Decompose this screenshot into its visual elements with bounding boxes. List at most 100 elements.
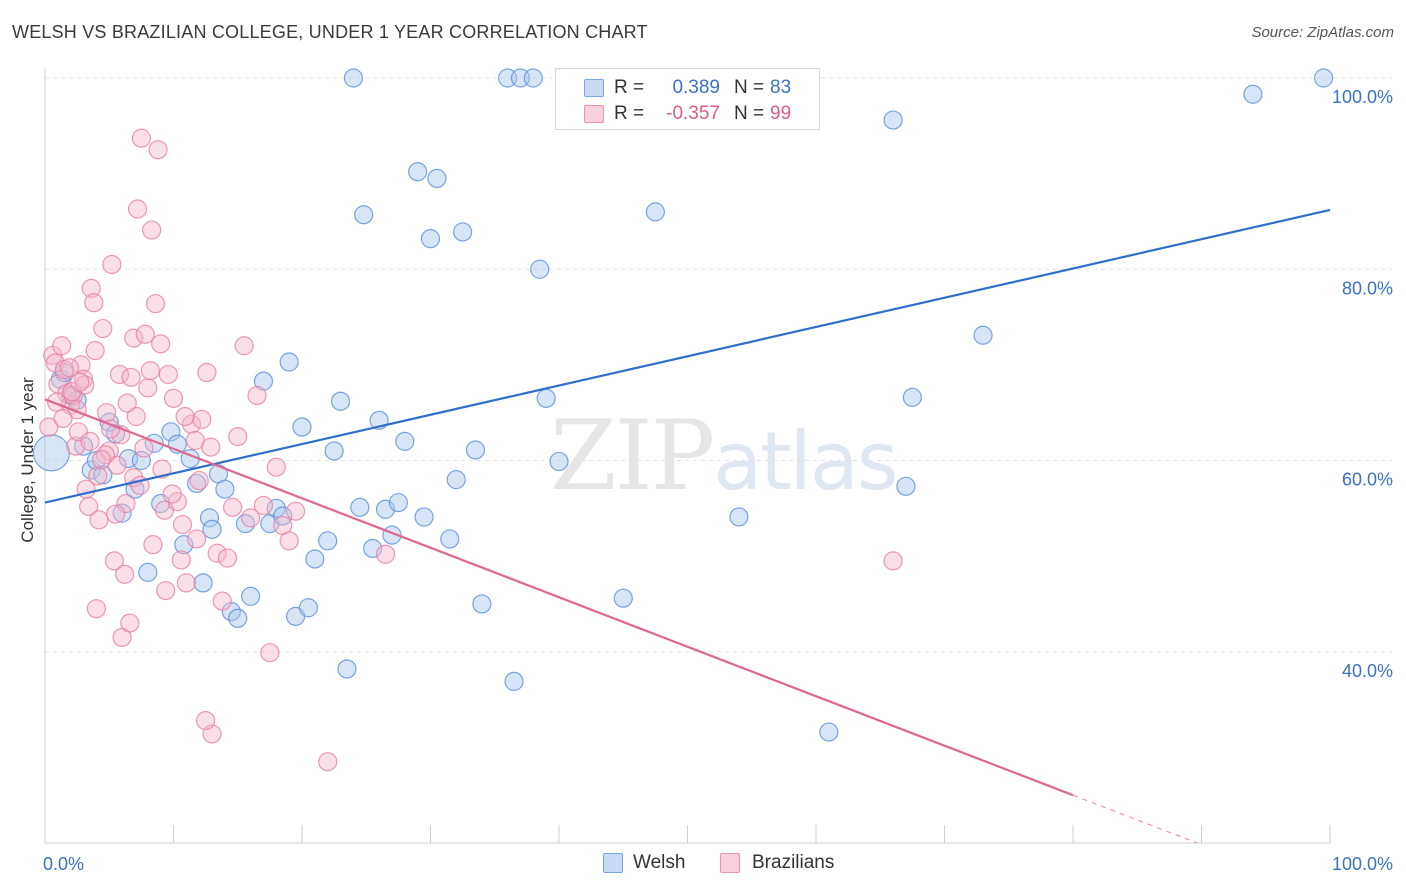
brazilian-trend-extension xyxy=(1072,794,1198,844)
brazilian-point xyxy=(131,128,151,148)
welsh-point xyxy=(465,440,486,460)
brazilian-point xyxy=(158,364,178,385)
welsh-point xyxy=(973,325,993,345)
welsh-point xyxy=(337,659,357,679)
brazilian-point xyxy=(75,375,95,395)
trend-lines xyxy=(44,208,1331,844)
brazilian-point xyxy=(104,551,124,571)
legend-label-welsh: Welsh xyxy=(633,852,686,873)
brazilian-point xyxy=(124,328,144,348)
welsh-point xyxy=(187,473,207,494)
brazilian-point xyxy=(187,529,207,549)
welsh-point xyxy=(305,549,325,569)
welsh-point xyxy=(199,508,220,528)
brazilian-point xyxy=(109,364,130,385)
correlation-legend: R = 0.389 N = 83 R = -0.357 N = 99 xyxy=(555,68,820,130)
brazilian-point xyxy=(234,336,254,356)
brazilian-point xyxy=(39,417,59,437)
brazilian-point xyxy=(91,449,112,470)
brazilian-point xyxy=(93,318,113,339)
brazilian-point xyxy=(260,643,280,663)
welsh-point xyxy=(279,352,299,372)
welsh-point xyxy=(536,388,556,408)
legend-r-label: R = xyxy=(614,77,645,98)
welsh-point xyxy=(330,391,351,411)
brazilian-point xyxy=(375,544,396,564)
welsh-point xyxy=(902,387,922,407)
welsh-point xyxy=(819,722,839,742)
brazilian-point xyxy=(196,710,216,731)
brazilian-point xyxy=(152,459,172,479)
welsh-point xyxy=(1243,84,1263,104)
welsh-point xyxy=(408,162,428,182)
chart-title: WELSH VS BRAZILIAN COLLEGE, UNDER 1 YEAR… xyxy=(12,22,648,42)
welsh-point xyxy=(292,417,312,437)
brazilian-point xyxy=(285,501,306,521)
legend-swatch-brazilians xyxy=(584,105,604,123)
brazilian-point xyxy=(207,543,227,563)
brazilian-point xyxy=(151,334,171,354)
brazilian-point xyxy=(80,431,100,451)
brazilian-point xyxy=(134,438,154,458)
brazilian-point xyxy=(140,361,160,381)
brazilian-point xyxy=(121,367,141,387)
brazilian-point xyxy=(883,551,903,571)
brazilian-point xyxy=(116,493,136,514)
welsh-point xyxy=(253,371,274,391)
y-tick-label: 100.0% xyxy=(1332,87,1393,107)
brazilian-point xyxy=(318,752,338,772)
brazilian-point xyxy=(181,414,202,434)
brazilian-point xyxy=(176,573,196,593)
brazilian-point xyxy=(46,392,67,412)
legend-n-label: N = xyxy=(734,77,765,98)
welsh-point xyxy=(228,608,248,628)
source-label: Source: ZipAtlas.com xyxy=(1251,24,1394,41)
legend-n-value: 99 xyxy=(770,103,792,124)
welsh-point xyxy=(440,529,460,549)
brazilian-point xyxy=(88,466,108,486)
legend-n-label: N = xyxy=(734,103,765,124)
brazilian-point xyxy=(156,580,176,601)
brazilian-point xyxy=(97,403,117,423)
brazilian-point xyxy=(79,496,99,516)
brazilian-point xyxy=(163,388,184,408)
brazilian-point xyxy=(189,470,209,491)
brazilian-point xyxy=(172,514,193,535)
brazilian-points xyxy=(39,128,903,772)
brazilian-point xyxy=(66,436,86,456)
welsh-point xyxy=(896,476,916,496)
brazilian-point xyxy=(102,254,122,275)
watermark: ZIPatlas xyxy=(550,400,899,512)
brazilian-point xyxy=(217,548,238,568)
welsh-point xyxy=(1313,68,1334,88)
brazilian-point xyxy=(115,564,135,584)
y-tick-label: 60.0% xyxy=(1342,470,1393,490)
legend-r-label: R = xyxy=(614,103,645,124)
y-axis-label: College, Under 1 year xyxy=(18,377,37,543)
brazilian-point xyxy=(86,599,107,619)
welsh-point xyxy=(202,519,222,539)
brazilian-point xyxy=(135,324,155,344)
brazilian-point xyxy=(223,497,243,517)
brazilian-point xyxy=(84,293,104,313)
welsh-point xyxy=(427,168,447,189)
brazilian-point xyxy=(52,336,72,356)
welsh-point xyxy=(138,562,158,582)
legend-n-value: 83 xyxy=(770,77,792,98)
brazilian-point xyxy=(117,393,137,413)
brazilian-point xyxy=(212,591,232,611)
welsh-point xyxy=(350,497,370,517)
welsh-point xyxy=(298,598,319,618)
welsh-point xyxy=(613,588,633,608)
brazilian-point xyxy=(81,278,101,298)
welsh-point xyxy=(354,205,374,225)
brazilian-point xyxy=(143,535,163,555)
brazilian-point xyxy=(53,408,73,429)
brazilian-point xyxy=(89,510,109,530)
brazilian-point xyxy=(85,340,105,361)
legend-r-value: -0.357 xyxy=(666,103,720,124)
brazilian-point xyxy=(70,372,90,392)
welsh-point xyxy=(420,229,441,249)
brazilian-point xyxy=(127,199,148,219)
